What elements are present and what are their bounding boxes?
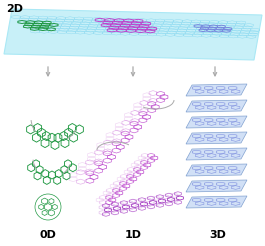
Polygon shape [186,196,247,208]
Polygon shape [186,100,247,112]
Polygon shape [186,84,247,96]
Polygon shape [186,148,247,160]
Polygon shape [186,116,247,128]
Text: 3D: 3D [210,230,226,240]
Text: 0D: 0D [39,230,56,240]
Polygon shape [4,9,262,60]
Text: 1D: 1D [125,230,142,240]
Polygon shape [186,132,247,144]
Polygon shape [186,180,247,192]
Polygon shape [186,164,247,176]
Text: 2D: 2D [6,4,23,14]
